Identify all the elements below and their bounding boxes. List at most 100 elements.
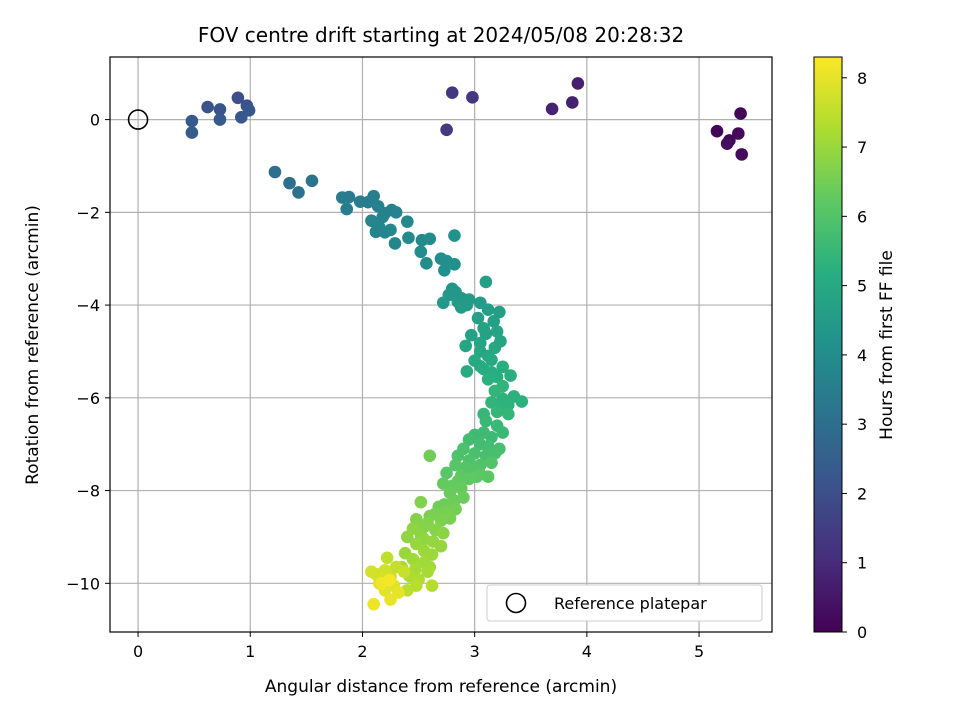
colorbar-tick-label: 7 xyxy=(857,138,867,157)
data-point xyxy=(515,395,529,408)
data-point xyxy=(490,405,504,419)
data-point xyxy=(504,369,517,382)
data-point xyxy=(434,539,448,553)
data-point xyxy=(460,365,474,378)
data-point xyxy=(234,110,248,124)
data-point xyxy=(397,565,411,579)
y-tick-label: −4 xyxy=(76,296,100,315)
data-point xyxy=(490,325,504,338)
data-point xyxy=(401,530,414,544)
data-point xyxy=(481,303,495,317)
x-tick-label: 0 xyxy=(133,642,143,661)
x-tick-label: 1 xyxy=(245,642,255,661)
colorbar-ticks: 0 1 2 3 4 5 6 7 8 xyxy=(842,69,867,642)
data-point xyxy=(436,477,450,490)
data-point xyxy=(493,305,506,319)
data-point xyxy=(369,225,383,239)
data-point xyxy=(201,100,214,114)
colorbar-gradient xyxy=(813,56,843,633)
x-axis-ticks: 0 1 2 3 4 5 xyxy=(133,632,704,661)
data-point xyxy=(466,91,479,104)
data-point xyxy=(479,414,493,428)
legend: Reference platepar xyxy=(486,584,763,622)
data-point xyxy=(420,257,433,270)
data-point xyxy=(502,407,515,421)
gridlines xyxy=(110,57,772,632)
data-point xyxy=(342,190,356,204)
colorbar-tick-label: 0 xyxy=(857,623,867,642)
data-point xyxy=(571,77,585,90)
colorbar-tick-label: 2 xyxy=(857,484,867,503)
data-point xyxy=(734,107,747,120)
data-point xyxy=(185,114,199,128)
data-point xyxy=(445,86,459,100)
data-point xyxy=(565,96,579,109)
data-point xyxy=(292,186,305,199)
y-tick-label: 0 xyxy=(90,111,100,130)
data-point xyxy=(448,257,461,271)
data-point xyxy=(440,123,453,137)
data-point xyxy=(479,275,493,289)
data-point xyxy=(384,223,397,237)
data-point xyxy=(488,341,502,355)
colorbar-tick-label: 8 xyxy=(857,69,867,88)
data-point xyxy=(436,526,450,540)
legend-box xyxy=(486,584,763,622)
data-point xyxy=(438,264,451,277)
data-point xyxy=(471,311,485,325)
data-point xyxy=(462,472,476,486)
y-tick-label: −10 xyxy=(66,574,100,593)
colorbar-tick-label: 3 xyxy=(857,415,867,434)
data-point xyxy=(425,548,439,561)
data-point xyxy=(376,210,389,224)
data-point xyxy=(496,426,510,439)
x-tick-label: 5 xyxy=(694,642,704,661)
data-point xyxy=(436,296,450,310)
data-point xyxy=(720,137,734,151)
data-point xyxy=(464,328,478,342)
data-point xyxy=(213,103,227,116)
data-point xyxy=(365,565,378,579)
data-point xyxy=(487,315,501,328)
data-point xyxy=(485,456,498,470)
data-point xyxy=(421,565,434,579)
data-point xyxy=(545,102,559,116)
data-point xyxy=(185,126,199,139)
data-point xyxy=(380,551,394,565)
x-tick-label: 4 xyxy=(582,642,592,661)
data-point xyxy=(485,396,498,409)
colorbar-tick-label: 1 xyxy=(857,554,867,573)
data-point xyxy=(268,165,282,179)
y-axis-label: Rotation from reference (arcmin) xyxy=(23,205,43,485)
reference-platepar-marker xyxy=(127,109,149,130)
data-point xyxy=(485,353,498,367)
data-point xyxy=(732,127,745,140)
colorbar: 0 1 2 3 4 5 6 7 8 Hours from first FF file xyxy=(813,56,897,642)
data-point xyxy=(481,372,495,386)
data-point xyxy=(481,470,495,483)
data-point xyxy=(406,552,420,566)
data-point xyxy=(340,202,354,216)
data-point xyxy=(454,301,468,314)
data-point xyxy=(449,458,462,472)
colorbar-label: Hours from first FF file xyxy=(877,250,897,440)
data-point xyxy=(423,232,437,246)
data-point xyxy=(440,466,453,480)
data-point xyxy=(305,174,319,188)
legend-label: Reference platepar xyxy=(554,594,707,613)
y-axis-ticks: 0 −2 −4 −6 −8 −10 xyxy=(66,111,110,593)
data-point xyxy=(414,495,428,509)
data-point xyxy=(283,176,296,190)
data-point xyxy=(462,433,476,446)
data-point xyxy=(496,379,510,393)
data-point xyxy=(384,593,397,606)
data-point xyxy=(383,573,396,587)
y-tick-label: −2 xyxy=(76,203,100,222)
data-point xyxy=(402,231,415,245)
x-tick-label: 3 xyxy=(470,642,480,661)
data-point xyxy=(367,189,380,203)
y-tick-label: −6 xyxy=(76,389,100,408)
data-point xyxy=(401,215,414,228)
data-point xyxy=(496,360,510,374)
